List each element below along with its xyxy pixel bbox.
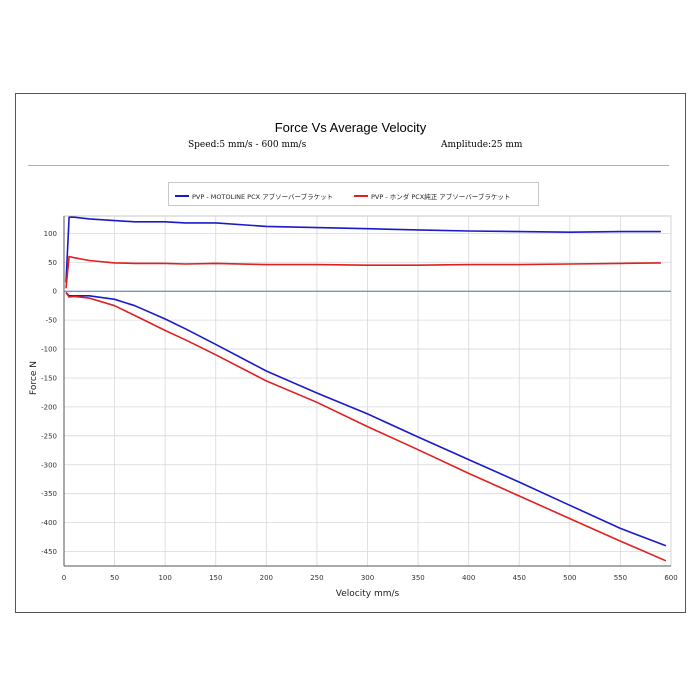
x-tick-label: 350 — [411, 574, 424, 582]
y-tick-label: -50 — [46, 317, 57, 325]
legend-item-honda: PVP - ホンダ PCX純正 アブソーバーブラケット — [354, 191, 510, 201]
series-line-2-extension — [65, 255, 661, 289]
y-tick-label: -400 — [41, 519, 57, 527]
legend-swatch-red — [354, 195, 368, 197]
x-tick-label: 450 — [513, 574, 526, 582]
y-tick-label: 100 — [44, 230, 57, 238]
header-divider — [28, 165, 669, 166]
y-tick-label: -250 — [41, 432, 57, 440]
legend-label-honda: PVP - ホンダ PCX純正 アブソーバーブラケット — [371, 193, 511, 201]
x-tick-label: 50 — [110, 574, 119, 582]
y-tick-label: -450 — [41, 548, 57, 556]
y-axis-title: Force N — [29, 361, 39, 395]
amplitude-subtitle: Amplitude:25 mm — [441, 140, 523, 150]
series-line-1-compression — [65, 291, 667, 547]
y-tick-label: 50 — [48, 259, 57, 267]
legend-swatch-blue — [175, 195, 189, 197]
x-tick-label: 550 — [614, 574, 627, 582]
legend-item-motoline: PVP - MOTOLINE PCX アブソーバーブラケット — [175, 191, 333, 201]
y-tick-label: -350 — [41, 490, 57, 498]
x-tick-label: 600 — [664, 574, 677, 582]
chart-legend: PVP - MOTOLINE PCX アブソーバーブラケット PVP - ホンダ… — [168, 182, 539, 206]
x-tick-label: 100 — [158, 574, 171, 582]
x-tick-label: 500 — [563, 574, 576, 582]
x-tick-label: 300 — [361, 574, 374, 582]
x-tick-label: 250 — [310, 574, 323, 582]
y-tick-label: 0 — [53, 288, 57, 296]
series-line-3-compression — [65, 291, 667, 562]
speed-subtitle: Speed:5 mm/s - 600 mm/s — [188, 140, 307, 150]
plot-area: 0 50 100 150 200 250 300 350 400 450 500 550 6001005… — [29, 215, 678, 599]
y-tick-label: -150 — [41, 374, 57, 382]
x-tick-label: 200 — [260, 574, 273, 582]
chart-title: Force Vs Average Velocity — [274, 120, 427, 135]
legend-label-motoline: PVP - MOTOLINE PCX アブソーバーブラケット — [192, 193, 334, 201]
y-tick-label: -200 — [41, 403, 57, 411]
chart-frame: Force Vs Average Velocity Speed:5 mm/s -… — [15, 93, 686, 613]
series-line-0-extension — [65, 216, 661, 283]
y-tick-label: -100 — [41, 346, 57, 354]
x-tick-label: 400 — [462, 574, 475, 582]
y-tick-label: -300 — [41, 461, 57, 469]
x-axis-title: Velocity mm/s — [336, 589, 400, 599]
x-tick-label: 0 — [62, 574, 66, 582]
x-tick-label: 150 — [209, 574, 222, 582]
